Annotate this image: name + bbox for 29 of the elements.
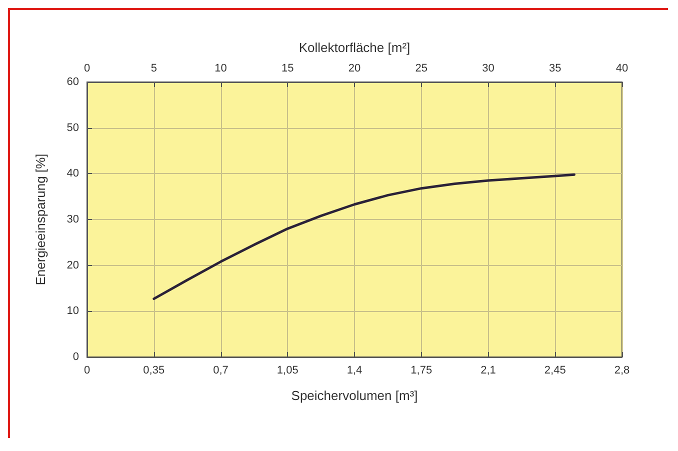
x-tick-label: 1,05 xyxy=(276,364,298,376)
y-tick-label: 40 xyxy=(66,168,79,180)
x2-tick-label: 20 xyxy=(348,62,361,74)
y-tick-label: 50 xyxy=(66,122,79,134)
y-tick-label: 30 xyxy=(66,214,79,226)
x-tick-label: 0,35 xyxy=(143,364,165,376)
x2-axis-title: Kollektorfläche [m²] xyxy=(298,40,410,55)
y-axis-title: Energieeinsparung [%] xyxy=(33,154,48,286)
x-tick-label: 1,4 xyxy=(346,364,362,376)
line-series xyxy=(152,173,576,300)
x2-tick-label: 30 xyxy=(482,62,494,74)
x-tick-label: 2,1 xyxy=(480,364,496,376)
x2-tick-label: 15 xyxy=(282,62,294,74)
x2-tick-label: 40 xyxy=(616,62,628,74)
x-tick-label: 0 xyxy=(84,364,90,376)
x-tick-label: 1,75 xyxy=(410,364,432,376)
x-tick-label: 0,7 xyxy=(213,364,228,376)
y-tick-label: 0 xyxy=(72,351,79,363)
x2-tick-label: 5 xyxy=(150,62,157,74)
y-tick-label: 20 xyxy=(66,259,79,272)
x-axis-title: Speichervolumen [m³] xyxy=(291,388,418,403)
x2-tick-label: 0 xyxy=(84,62,90,74)
x-tick-label: 2,8 xyxy=(614,364,630,376)
x2-tick-label: 35 xyxy=(549,62,562,74)
x2-tick-label: 10 xyxy=(214,62,227,74)
y-tick-label: 60 xyxy=(66,76,79,88)
x2-tick-label: 25 xyxy=(415,62,428,74)
x-tick-label: 2,45 xyxy=(544,364,566,376)
y-tick-label: 10 xyxy=(66,305,79,318)
